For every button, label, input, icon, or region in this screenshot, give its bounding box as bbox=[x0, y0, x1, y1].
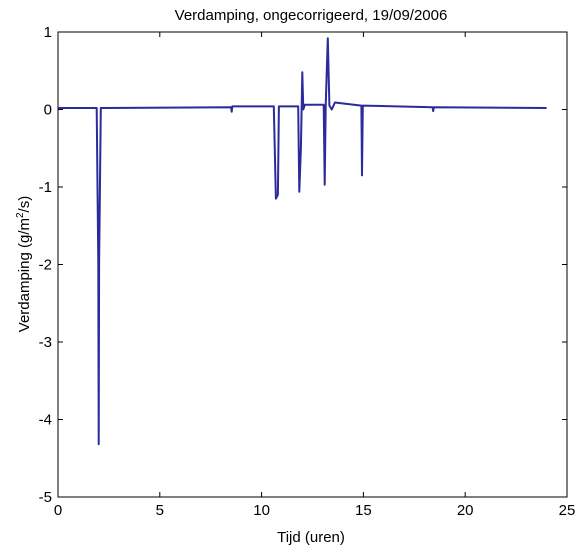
x-axis-label: Tijd (uren) bbox=[277, 529, 345, 546]
x-tick-label: 5 bbox=[156, 502, 164, 519]
y-axis-label-suffix: /s) bbox=[16, 196, 33, 213]
y-tick-label: -5 bbox=[39, 489, 52, 506]
x-tick-label: 15 bbox=[355, 502, 372, 519]
x-tick-label: 20 bbox=[457, 502, 474, 519]
x-axis: 0 5 10 15 20 25 bbox=[54, 32, 576, 519]
x-tick-label: 10 bbox=[253, 502, 270, 519]
y-tick-label: -3 bbox=[39, 334, 52, 351]
y-tick-label: -4 bbox=[39, 412, 52, 429]
plot-area bbox=[57, 31, 568, 498]
y-axis: -5 -4 -3 -2 -1 0 1 bbox=[39, 24, 567, 506]
chart-title: Verdamping, ongecorrigeerd, 19/09/2006 bbox=[175, 7, 448, 24]
y-tick-label: 1 bbox=[44, 24, 52, 41]
x-tick-label: 0 bbox=[54, 502, 62, 519]
y-axis-label-prefix: Verdamping (g/m bbox=[16, 218, 33, 332]
y-axis-label-sup: 2 bbox=[15, 212, 26, 218]
y-tick-label: -1 bbox=[39, 179, 52, 196]
y-tick-label: -2 bbox=[39, 257, 52, 274]
series-layer bbox=[58, 37, 547, 446]
y-tick-label: 0 bbox=[44, 102, 52, 119]
y-axis-label: Verdamping (g/m2/s) bbox=[15, 196, 33, 332]
x-tick-label: 25 bbox=[559, 502, 576, 519]
series-line bbox=[58, 37, 547, 446]
